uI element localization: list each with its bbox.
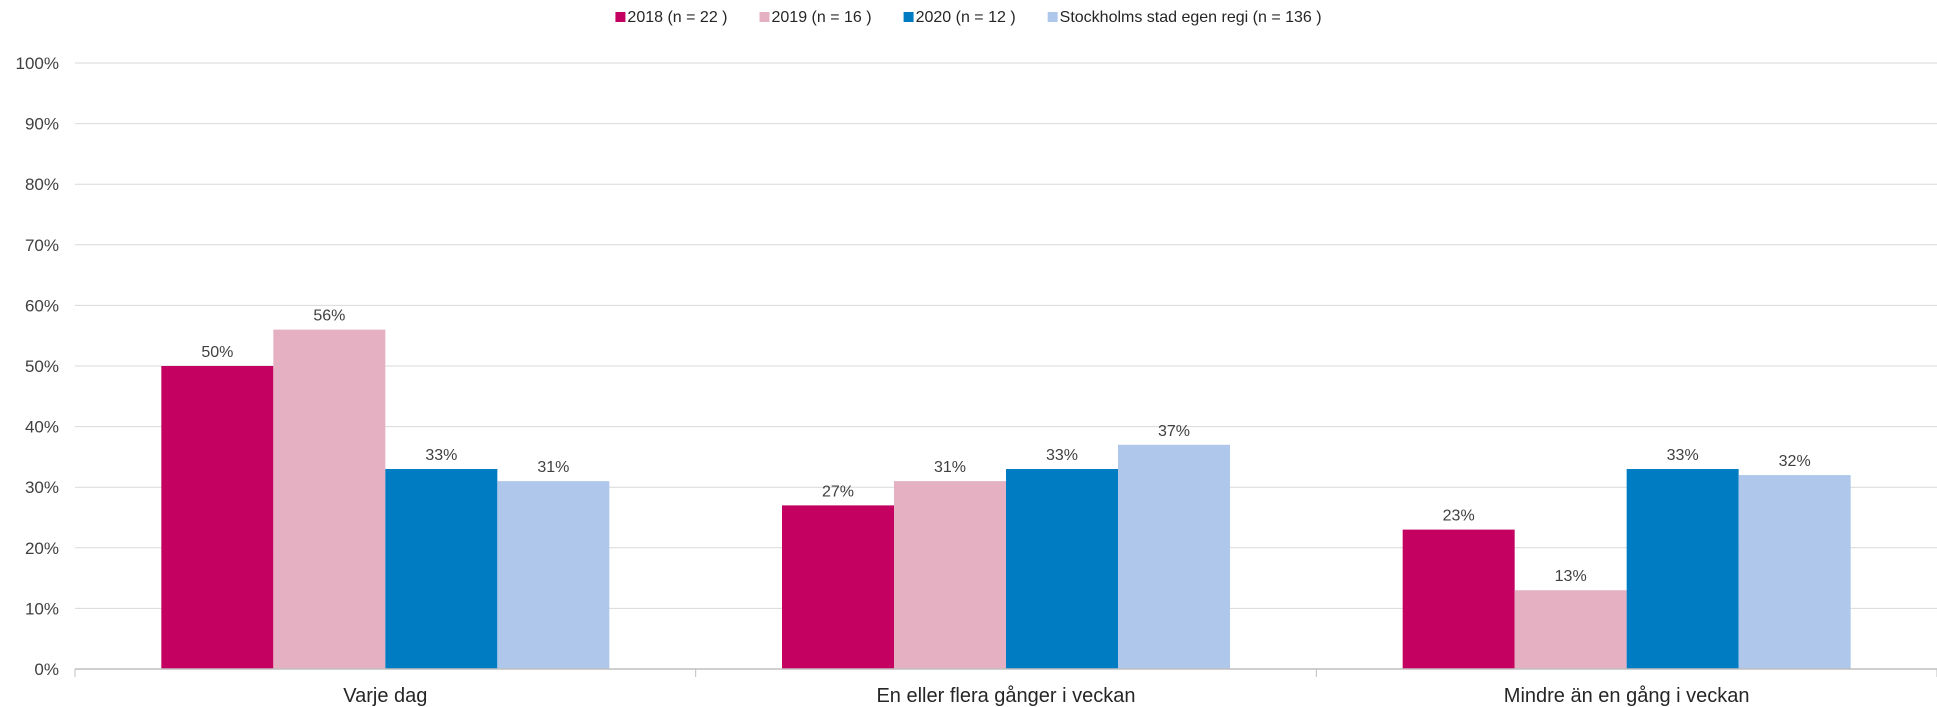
legend-label: Stockholms stad egen regi (n = 136 ) — [1060, 9, 1322, 26]
bar — [1006, 469, 1118, 669]
y-tick-label: 30% — [25, 478, 59, 497]
data-labels: 50% 56% 33% 31% 27% 31% 33% 37% 23% 13% 33% 32% — [201, 308, 1810, 586]
bar — [1514, 590, 1627, 669]
x-axis: Varje dag En eller flera gånger i veckan M… — [74, 668, 1937, 707]
data-label: 56% — [313, 308, 345, 325]
legend: 2018 (n = 22 ) 2019 (n = 16 ) 2020 (n = 12… — [615, 9, 1322, 26]
y-tick-label: 60% — [25, 296, 59, 315]
legend-swatch — [615, 12, 626, 22]
y-tick-label: 10% — [25, 599, 59, 618]
data-label: 31% — [934, 459, 966, 476]
legend-swatch — [903, 12, 914, 22]
x-category-label: En eller flera gånger i veckan — [876, 685, 1135, 707]
legend-label: 2020 (n = 12 ) — [916, 9, 1016, 26]
legend-swatch — [759, 12, 770, 22]
bar — [894, 481, 1006, 669]
bar — [273, 329, 386, 669]
bar — [1738, 475, 1851, 669]
data-label: 37% — [1158, 423, 1190, 440]
y-tick-label: 40% — [25, 418, 59, 437]
y-tick-label: 70% — [25, 236, 59, 255]
data-label: 32% — [1779, 453, 1811, 470]
data-label: 23% — [1443, 508, 1475, 525]
bar — [497, 481, 610, 669]
data-label: 33% — [1046, 447, 1078, 464]
y-tick-label: 100% — [16, 54, 59, 73]
data-label: 13% — [1555, 568, 1587, 585]
data-label: 31% — [537, 459, 569, 476]
data-label: 27% — [822, 483, 854, 500]
y-axis: 0% 10% 20% 30% 40% 50% 60% 70% 80% 90% 100% — [16, 54, 59, 679]
y-tick-label: 80% — [25, 175, 59, 194]
legend-swatch — [1047, 12, 1058, 22]
bar — [385, 469, 498, 669]
bar — [1626, 469, 1739, 669]
data-label: 33% — [425, 447, 457, 464]
data-label: 33% — [1667, 447, 1699, 464]
bar — [161, 366, 274, 669]
y-tick-label: 0% — [34, 660, 59, 679]
y-tick-label: 50% — [25, 357, 59, 376]
legend-label: 2019 (n = 16 ) — [772, 9, 872, 26]
data-label: 50% — [201, 344, 233, 361]
bar — [1402, 529, 1515, 669]
y-tick-label: 20% — [25, 539, 59, 558]
x-category-label: Mindre än en gång i veckan — [1504, 685, 1750, 707]
x-category-label: Varje dag — [343, 685, 427, 707]
bar — [1118, 444, 1230, 669]
bar — [782, 505, 894, 669]
legend-label: 2018 (n = 22 ) — [627, 9, 727, 26]
y-tick-label: 90% — [25, 115, 59, 134]
bars — [161, 329, 1851, 669]
